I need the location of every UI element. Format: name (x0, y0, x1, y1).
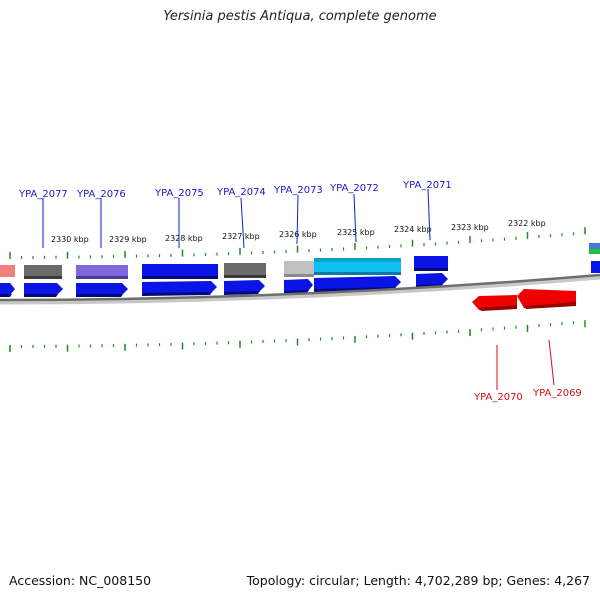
feature-box-edge (314, 258, 401, 262)
gene-arrow-shadow (479, 305, 517, 311)
gene-arrow[interactable] (24, 283, 63, 295)
feature-box (589, 249, 600, 254)
gene-arrow[interactable] (284, 279, 313, 292)
gene-arrow-shadow (76, 294, 123, 297)
reverse-strand-track (472, 289, 576, 311)
gene-label[interactable]: YPA_2076 (76, 189, 126, 200)
gene-arrow[interactable] (314, 276, 401, 290)
map-title: Yersinia pestis Antiqua, complete genome (163, 9, 437, 24)
feature-box (284, 261, 314, 275)
gene-arrow-shadow (0, 294, 12, 297)
genome-backbone (0, 273, 600, 302)
feature-box (0, 265, 15, 277)
gene-arrow-shadow (524, 302, 576, 309)
gene-label[interactable]: YPA_2077 (18, 189, 68, 200)
gene-label[interactable]: YPA_2069 (532, 388, 582, 399)
gene-arrow[interactable] (416, 273, 448, 286)
feature-box-shadow (284, 274, 314, 277)
gene-label[interactable]: YPA_2070 (473, 392, 523, 403)
feature-box-shadow (76, 276, 128, 279)
gene-arrow[interactable] (142, 281, 217, 294)
kbp-scale: 2330 kbp 2329 kbp 2328 kbp 2327 kbp 2326… (51, 219, 546, 244)
outer-tick-row (9, 227, 586, 259)
gene-arrow-shadow (142, 292, 212, 296)
gene-arrow[interactable] (591, 262, 600, 273)
forward-strand-track (0, 262, 600, 297)
kbp-label: 2324 kbp (394, 225, 432, 234)
kbp-label: 2322 kbp (508, 219, 546, 228)
kbp-label: 2328 kbp (165, 234, 203, 243)
inner-tick-row (9, 320, 586, 352)
gene-label[interactable]: YPA_2075 (154, 188, 204, 199)
feature-box (24, 265, 62, 277)
feature-box (142, 264, 218, 277)
gene-arrow[interactable] (0, 283, 15, 295)
gene-arrow[interactable] (224, 280, 265, 293)
gene-arrow-shadow (24, 294, 58, 297)
accession-text: Accession: NC_008150 (9, 573, 152, 588)
gene-arrow[interactable] (76, 283, 128, 295)
reverse-gene-labels: YPA_2070 YPA_2069 (473, 388, 582, 403)
feature-box (224, 263, 266, 276)
feature-box-shadow (224, 275, 266, 278)
kbp-label: 2326 kbp (279, 230, 317, 239)
gene-leader-lines (42, 188, 555, 390)
genome-backbone-shadow (0, 274, 600, 305)
feature-box (76, 265, 128, 277)
kbp-label: 2330 kbp (51, 235, 89, 244)
annotation-track (0, 243, 600, 279)
feature-box-shadow (24, 276, 62, 279)
gene-arrow-shadow (314, 287, 396, 292)
gene-label[interactable]: YPA_2073 (273, 185, 323, 196)
kbp-label: 2327 kbp (222, 232, 260, 241)
gene-label[interactable]: YPA_2071 (402, 180, 452, 191)
topology-summary: Topology: circular; Length: 4,702,289 bp… (246, 573, 590, 588)
gene-label[interactable]: YPA_2074 (216, 187, 266, 198)
gene-arrow-shadow (224, 291, 260, 295)
feature-box-shadow (314, 272, 401, 275)
kbp-label: 2323 kbp (451, 223, 489, 232)
feature-box (589, 243, 600, 249)
feature-box (414, 256, 448, 269)
feature-box-shadow (414, 268, 448, 271)
feature-box-shadow (142, 276, 218, 279)
gene-label[interactable]: YPA_2072 (329, 183, 379, 194)
forward-gene-labels: YPA_2077 YPA_2076 YPA_2075 YPA_2074 YPA_… (18, 180, 452, 200)
kbp-label: 2329 kbp (109, 235, 147, 244)
